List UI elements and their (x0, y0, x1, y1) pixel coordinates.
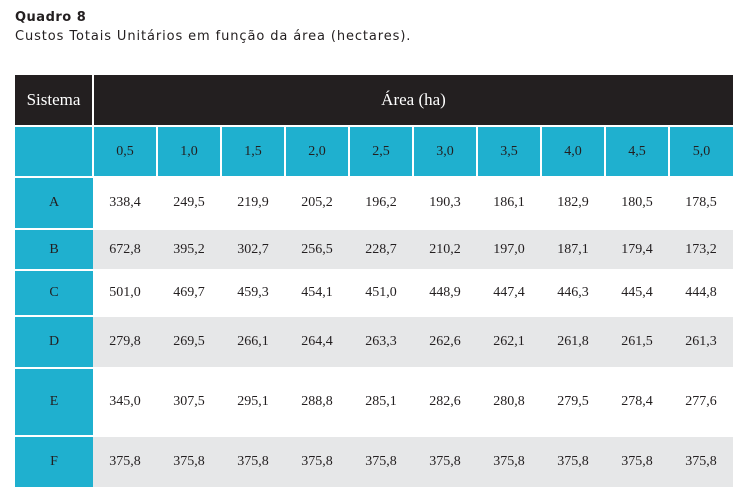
table-cell: 190,3 (413, 176, 477, 229)
row-label: E (15, 367, 93, 436)
table-cell: 178,5 (669, 176, 733, 229)
column-header-9: 5,0 (669, 125, 733, 177)
table-cell: 469,7 (157, 269, 221, 316)
table-row: B 672,8 395,2 302,7 256,5 228,7 210,2 197,0 187,… (15, 228, 733, 270)
column-header-8: 4,5 (605, 125, 670, 177)
table-cell: 375,8 (157, 435, 221, 487)
table-cell: 249,5 (157, 176, 221, 229)
empty-corner-cell (15, 125, 94, 177)
table-cell: 375,8 (349, 435, 413, 487)
table-cell: 256,5 (285, 228, 349, 270)
table-cell: 228,7 (349, 228, 413, 270)
table-cell: 186,1 (477, 176, 541, 229)
column-header-6: 3,5 (477, 125, 542, 177)
table-cell: 261,3 (669, 315, 733, 368)
table-cell: 280,8 (477, 367, 541, 436)
table-cell: 269,5 (157, 315, 221, 368)
table-cell: 279,5 (541, 367, 605, 436)
column-headers-row: 0,5 1,0 1,5 2,0 2,5 3,0 3,5 4,0 4,5 5,0 (15, 125, 733, 177)
table-cell: 338,4 (93, 176, 157, 229)
table-cell: 277,6 (669, 367, 733, 436)
table-cell: 302,7 (221, 228, 285, 270)
table-cell: 282,6 (413, 367, 477, 436)
column-header-5: 3,0 (413, 125, 478, 177)
caption-title: Custos Totais Unitários em função da áre… (15, 29, 412, 44)
table-row: A 338,4 249,5 219,9 205,2 196,2 190,3 186,1 182,… (15, 176, 733, 229)
table-cell: 375,8 (413, 435, 477, 487)
table-cell: 444,8 (669, 269, 733, 316)
row-label: A (15, 176, 93, 229)
table-header-row: Sistema Área (ha) (15, 75, 733, 126)
table-cell: 262,1 (477, 315, 541, 368)
table-cell: 187,1 (541, 228, 605, 270)
table-cell: 179,4 (605, 228, 669, 270)
table-cell: 454,1 (285, 269, 349, 316)
table-cell: 447,4 (477, 269, 541, 316)
table-cell: 196,2 (349, 176, 413, 229)
table-cell: 285,1 (349, 367, 413, 436)
row-label: D (15, 315, 93, 368)
table-caption: Quadro 8 Custos Totais Unitários em funç… (15, 9, 411, 46)
table-cell: 295,1 (221, 367, 285, 436)
row-label: F (15, 435, 93, 487)
column-header-4: 2,5 (349, 125, 414, 177)
table-body: A 338,4 249,5 219,9 205,2 196,2 190,3 186,1 182,… (15, 176, 733, 487)
table-cell: 375,8 (605, 435, 669, 487)
table-cell: 375,8 (93, 435, 157, 487)
column-header-0: 0,5 (93, 125, 158, 177)
table-row: E 345,0 307,5 295,1 288,8 285,1 282,6 280,8 279,… (15, 367, 733, 436)
table-cell: 205,2 (285, 176, 349, 229)
table-cell: 261,8 (541, 315, 605, 368)
table-row: D 279,8 269,5 266,1 264,4 263,3 262,6 262,1 261,… (15, 315, 733, 368)
caption-label: Quadro 8 (15, 10, 87, 25)
column-header-3: 2,0 (285, 125, 350, 177)
table-cell: 375,8 (541, 435, 605, 487)
table-row: C 501,0 469,7 459,3 454,1 451,0 448,9 447,4 446,… (15, 269, 733, 316)
table-cell: 262,6 (413, 315, 477, 368)
table-cell: 288,8 (285, 367, 349, 436)
table-cell: 375,8 (669, 435, 733, 487)
table-cell: 375,8 (285, 435, 349, 487)
table-cell: 278,4 (605, 367, 669, 436)
table-cell: 375,8 (221, 435, 285, 487)
table-cell: 263,3 (349, 315, 413, 368)
row-label: B (15, 228, 93, 270)
table-cell: 266,1 (221, 315, 285, 368)
row-header-sistema: Sistema (15, 75, 94, 126)
column-header-2: 1,5 (221, 125, 286, 177)
table-cell: 279,8 (93, 315, 157, 368)
table-cell: 210,2 (413, 228, 477, 270)
table-cell: 264,4 (285, 315, 349, 368)
table-cell: 375,8 (477, 435, 541, 487)
table-cell: 197,0 (477, 228, 541, 270)
table-cell: 173,2 (669, 228, 733, 270)
table-cell: 180,5 (605, 176, 669, 229)
table-row: F 375,8 375,8 375,8 375,8 375,8 375,8 375,8 375,… (15, 435, 733, 487)
table-cell: 445,4 (605, 269, 669, 316)
table-cell: 459,3 (221, 269, 285, 316)
column-group-header: Área (ha) (93, 75, 733, 126)
table-cell: 307,5 (157, 367, 221, 436)
table-cell: 182,9 (541, 176, 605, 229)
table-cell: 345,0 (93, 367, 157, 436)
column-header-7: 4,0 (541, 125, 606, 177)
column-header-1: 1,0 (157, 125, 222, 177)
table-cell: 501,0 (93, 269, 157, 316)
table-cell: 219,9 (221, 176, 285, 229)
cost-table: Sistema Área (ha) 0,5 1,0 1,5 2,0 2,5 3,0 3,5 4… (15, 75, 733, 487)
table-cell: 672,8 (93, 228, 157, 270)
table-cell: 261,5 (605, 315, 669, 368)
table-cell: 448,9 (413, 269, 477, 316)
table-cell: 446,3 (541, 269, 605, 316)
table-cell: 451,0 (349, 269, 413, 316)
row-label: C (15, 269, 93, 316)
table-cell: 395,2 (157, 228, 221, 270)
